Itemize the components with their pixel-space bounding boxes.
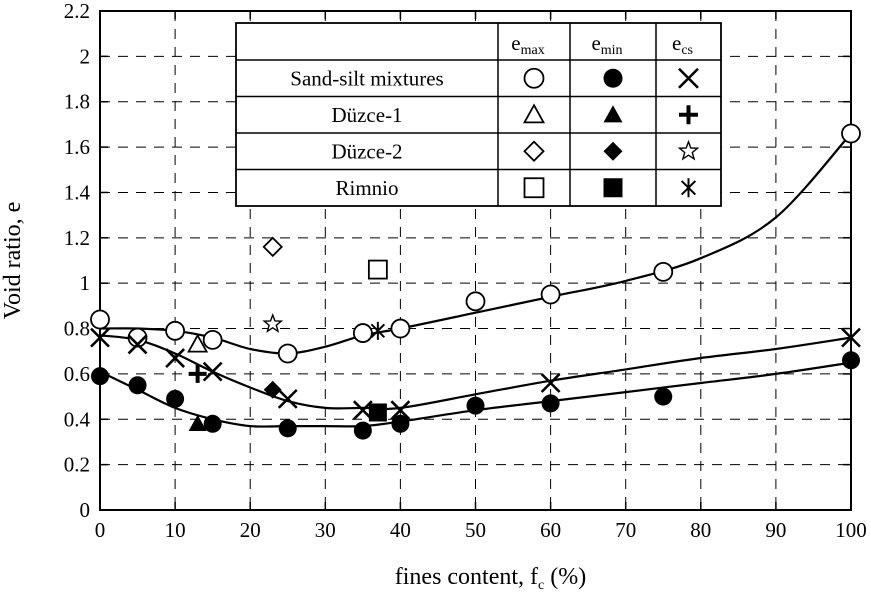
y-tick-label: 0.4 (64, 407, 91, 431)
marker-diamond-filled (263, 380, 282, 399)
x-axis-title-suffix: (%) (544, 564, 586, 590)
marker-circle-open (165, 320, 186, 341)
marker-circle-filled (353, 421, 372, 440)
marker-x (127, 334, 148, 355)
y-tick-label: 1.2 (64, 226, 90, 250)
marker-circle-filled (466, 396, 485, 415)
marker-square-filled (603, 178, 623, 198)
marker-circle-open (540, 284, 561, 305)
marker-star-open (677, 139, 700, 161)
marker-x (540, 373, 561, 393)
x-tick-label: 60 (540, 518, 561, 542)
marker-circle-open (653, 261, 674, 282)
marker-circle-open (277, 343, 298, 364)
marker-circle-filled (541, 394, 560, 413)
x-tick-label: 100 (835, 518, 867, 542)
legend-row-label: Düzce-1 (331, 103, 402, 127)
emin-trend-curve (99, 361, 852, 428)
legend: emax emin ecs Sand-silt mixtures Düzce-1 Düzc… (235, 22, 722, 207)
x-axis-title-subscript: c (538, 578, 544, 593)
marker-circle-open (465, 291, 486, 312)
marker-x (202, 361, 223, 382)
x-axis-title: fines content, fc (%) (395, 564, 587, 593)
marker-x (90, 327, 110, 348)
marker-circle-open (90, 309, 110, 330)
legend-column-header: emax (511, 31, 544, 58)
x-tick-label: 30 (315, 518, 336, 542)
marker-circle-filled (603, 68, 623, 88)
marker-x (678, 67, 699, 89)
y-tick-label: 2.2 (64, 0, 90, 23)
y-tick-label: 1.6 (64, 135, 90, 159)
y-tick-label: 0.2 (64, 453, 90, 477)
y-tick-label: 1.8 (64, 90, 90, 114)
marker-star-open (262, 313, 284, 333)
y-axis-title: Void ratio, e (0, 202, 26, 320)
y-tick-label: 0 (80, 498, 91, 522)
marker-asterisk (680, 178, 697, 198)
x-tick-label: 90 (765, 518, 786, 542)
marker-circle-open (127, 327, 148, 348)
marker-circle-filled (166, 389, 185, 408)
legend-box (235, 22, 722, 207)
marker-circle-filled (654, 387, 673, 406)
x-tick-label: 0 (95, 518, 106, 542)
y-tick-label: 1 (80, 271, 91, 295)
marker-square-open (523, 177, 545, 199)
x-tick-label: 80 (690, 518, 711, 542)
marker-triangle-open (522, 103, 546, 124)
marker-circle-open (523, 67, 545, 89)
marker-triangle-filled (188, 414, 207, 432)
x-tick-label: 50 (465, 518, 486, 542)
y-tick-label: 0.8 (64, 317, 90, 341)
marker-square-filled (368, 403, 387, 422)
marker-circle-filled (278, 419, 297, 438)
marker-triangle-filled (603, 105, 623, 123)
marker-circle-filled (203, 414, 222, 433)
marker-circle-open (390, 318, 411, 339)
marker-asterisk (370, 321, 386, 340)
y-tick-label: 0.6 (64, 362, 90, 386)
data-points (90, 123, 861, 440)
x-tick-label: 10 (165, 518, 186, 542)
legend-column-header: emin (591, 31, 622, 58)
marker-x (277, 388, 298, 409)
x-tick-label: 70 (615, 518, 636, 542)
marker-x (390, 400, 411, 421)
marker-x (352, 400, 373, 421)
marker-circle-open (352, 323, 373, 343)
marker-circle-filled (391, 414, 410, 433)
legend-row-label: Sand-silt mixtures (290, 66, 443, 90)
marker-diamond-open (523, 140, 545, 163)
marker-diamond-open (262, 236, 284, 258)
marker-x (165, 348, 186, 368)
x-tick-label: 40 (390, 518, 411, 542)
marker-diamond-filled (603, 141, 623, 161)
x-tick-label: 20 (240, 518, 261, 542)
marker-triangle-open (187, 333, 209, 353)
marker-circle-open (202, 329, 223, 350)
y-tick-label: 2 (80, 44, 91, 68)
legend-row-label: Rimnio (335, 176, 398, 200)
legend-row-label: Düzce-2 (331, 139, 402, 163)
marker-circle-filled (91, 367, 109, 386)
marker-circle-open (841, 123, 861, 144)
legend-column-header: ecs (672, 31, 693, 58)
marker-x (841, 327, 861, 348)
marker-square-open (367, 259, 388, 280)
marker-plus (679, 105, 698, 125)
marker-plus (188, 364, 207, 383)
axis-ticks: 0 10 20 30 40 50 60 70 80 90 100 0 0.2 0.4 0.6 0.8 1 1.2 1… (64, 0, 867, 542)
x-axis-title-main: fines content, f (395, 564, 538, 590)
y-tick-label: 1.4 (64, 180, 91, 204)
marker-circle-filled (842, 351, 860, 370)
marker-circle-filled (128, 376, 147, 395)
